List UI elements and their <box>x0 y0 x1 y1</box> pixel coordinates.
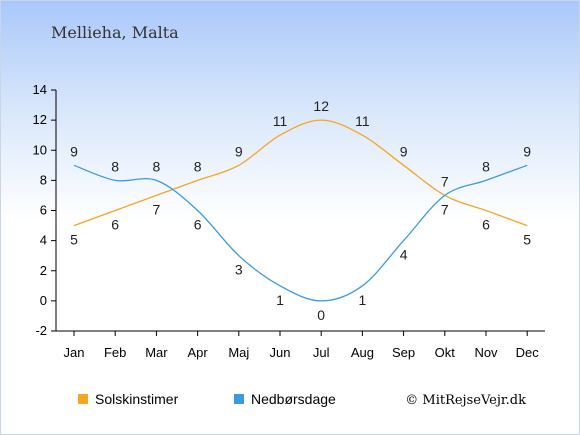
y-tick-label: 6 <box>40 203 47 218</box>
data-label-solskinstimer: 11 <box>273 113 288 129</box>
y-tick-label: 14 <box>33 82 47 97</box>
x-tick-label: Aug <box>351 345 374 360</box>
credit-text: © MitRejseVejr.dk <box>405 393 526 408</box>
y-tick-label: 4 <box>40 233 47 248</box>
data-label-solskinstimer: 9 <box>400 143 408 159</box>
data-label-solskinstimer: 9 <box>235 143 243 159</box>
y-tick-label: 0 <box>40 293 47 308</box>
x-tick-label: Jun <box>270 345 291 360</box>
x-tick-label: Jan <box>64 345 85 360</box>
data-label-solskinstimer: 12 <box>313 98 329 114</box>
x-tick-label: Maj <box>228 345 249 360</box>
legend: Solskinstimer Nedbørsdage <box>78 391 336 407</box>
data-label-nedborsdage: 4 <box>400 247 408 263</box>
data-label-nedborsdage: 3 <box>235 262 243 278</box>
data-labels: 5 6 7 8 9 11 12 11 9 7 6 5 9 8 8 6 3 1 0 1 4 7 8 9 <box>70 98 531 323</box>
data-label-solskinstimer: 8 <box>194 158 202 174</box>
x-tick-label: Jul <box>313 345 330 360</box>
x-tick-label: Okt <box>435 345 456 360</box>
series-line-nedborsdage <box>73 164 528 302</box>
chart-title: Mellieha, Malta <box>51 23 179 42</box>
legend-label-solskinstimer: Solskinstimer <box>95 391 179 407</box>
data-label-nedborsdage: 8 <box>111 158 119 174</box>
series-lines <box>73 119 528 302</box>
data-label-nedborsdage: 9 <box>523 143 531 159</box>
y-tick-label: 10 <box>33 142 47 157</box>
data-label-nedborsdage: 7 <box>441 173 449 189</box>
data-label-solskinstimer: 5 <box>70 232 78 248</box>
y-tick-label: 2 <box>40 263 47 278</box>
x-tick-label: Sep <box>392 345 415 360</box>
data-label-solskinstimer: 6 <box>482 217 490 233</box>
x-tick-label: Mar <box>145 345 168 360</box>
x-tick-label: Feb <box>104 345 126 360</box>
y-tick-label: -2 <box>35 323 47 338</box>
legend-label-nedborsdage: Nedbørsdage <box>251 391 336 407</box>
x-tick-label: Nov <box>474 345 498 360</box>
data-label-nedborsdage: 6 <box>194 217 202 233</box>
data-label-solskinstimer: 7 <box>441 201 449 217</box>
y-tick-label: 12 <box>33 112 47 127</box>
data-label-nedborsdage: 0 <box>317 307 325 323</box>
data-label-nedborsdage: 1 <box>276 292 284 308</box>
data-label-nedborsdage: 8 <box>482 158 490 174</box>
legend-swatch-solskinstimer <box>78 394 88 404</box>
x-tick-label: Dec <box>516 345 540 360</box>
series-line-solskinstimer <box>73 119 528 227</box>
data-label-nedborsdage: 8 <box>153 158 161 174</box>
data-label-nedborsdage: 9 <box>70 143 78 159</box>
data-label-solskinstimer: 6 <box>111 217 119 233</box>
y-tick-label: 8 <box>40 172 47 187</box>
data-label-solskinstimer: 5 <box>523 232 531 248</box>
data-label-nedborsdage: 1 <box>359 292 367 308</box>
data-label-solskinstimer: 7 <box>153 201 161 217</box>
legend-swatch-nedborsdage <box>234 394 244 404</box>
x-tick-label: Apr <box>187 345 208 360</box>
data-label-solskinstimer: 11 <box>355 113 370 129</box>
